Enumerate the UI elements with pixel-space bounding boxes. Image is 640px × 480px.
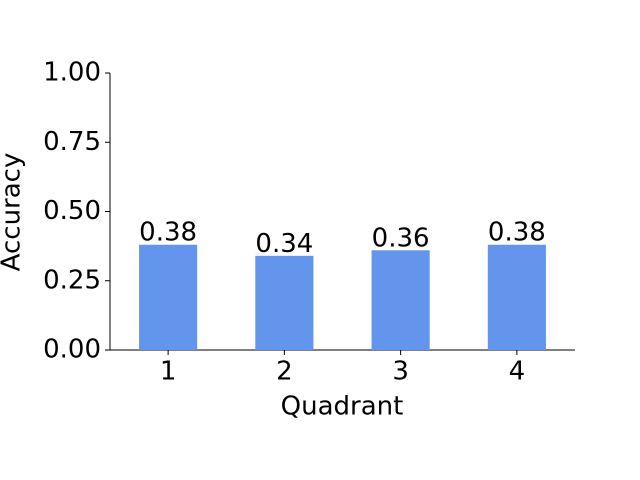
value-label: 0.38 — [488, 218, 546, 248]
value-label: 0.34 — [255, 229, 313, 259]
x-axis-label: Quadrant — [281, 392, 404, 422]
value-label: 0.36 — [372, 223, 430, 253]
bar — [139, 244, 198, 350]
y-axis-label: Accuracy — [0, 153, 27, 272]
x-tick-label: 3 — [392, 357, 409, 387]
x-tick-label: 4 — [509, 357, 526, 387]
x-tick-label: 2 — [276, 357, 293, 387]
y-tick-label: 0.50 — [43, 196, 101, 226]
bar — [255, 255, 314, 350]
y-tick-label: 1.00 — [43, 58, 101, 88]
value-label: 0.38 — [139, 218, 197, 248]
y-tick-label: 0.00 — [43, 335, 101, 365]
y-tick-label: 0.75 — [43, 127, 101, 157]
x-tick-label: 1 — [160, 357, 177, 387]
bar — [487, 244, 546, 350]
y-tick-label: 0.25 — [43, 265, 101, 295]
bar — [371, 250, 430, 350]
